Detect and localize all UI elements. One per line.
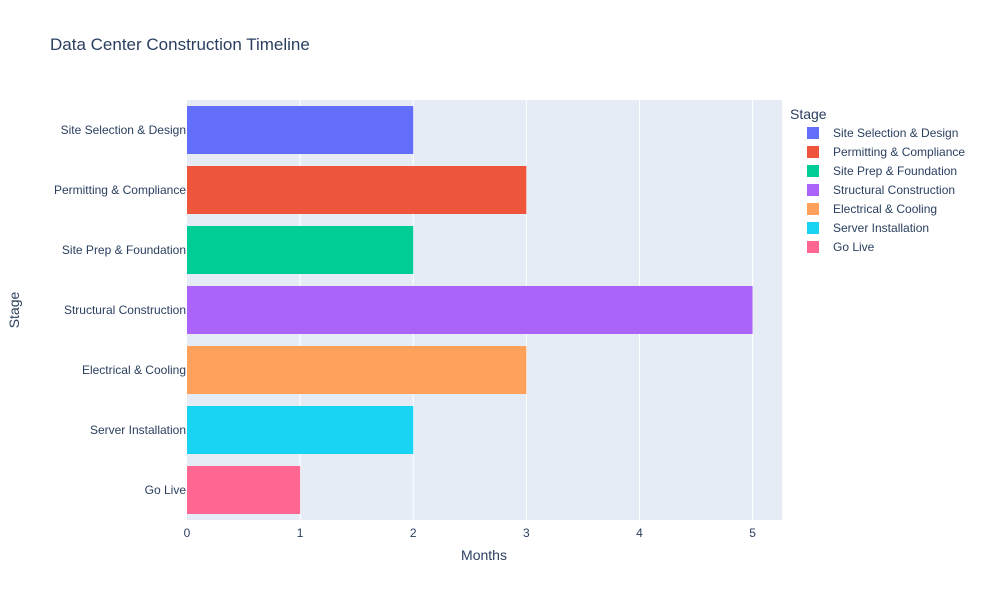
legend-swatch — [807, 146, 819, 158]
legend-item-label: Site Selection & Design — [833, 126, 958, 140]
bars — [187, 106, 753, 514]
x-tick-label: 1 — [297, 526, 304, 540]
legend-item-label: Go Live — [833, 240, 875, 254]
y-tick-label: Site Selection & Design — [61, 123, 186, 137]
legend-swatch — [807, 127, 819, 139]
legend-swatch — [807, 203, 819, 215]
y-axis-ticks: Site Selection & Design Permitting & Comp… — [54, 123, 186, 497]
y-tick-label: Permitting & Compliance — [54, 183, 186, 197]
x-tick-label: 0 — [184, 526, 191, 540]
bar — [187, 466, 301, 514]
x-tick-label: 2 — [410, 526, 417, 540]
x-axis-title: Months — [461, 547, 507, 563]
legend-swatch — [807, 241, 819, 253]
y-tick-label: Go Live — [145, 483, 187, 497]
legend-title: Stage — [790, 106, 827, 122]
legend-item-label: Permitting & Compliance — [833, 145, 965, 159]
legend-swatch — [807, 165, 819, 177]
x-axis-ticks: 0 1 2 3 4 5 — [184, 526, 757, 540]
bar — [187, 286, 753, 334]
y-tick-label: Electrical & Cooling — [82, 363, 186, 377]
legend-swatch — [807, 184, 819, 196]
bar — [187, 346, 527, 394]
bar — [187, 406, 414, 454]
bar — [187, 106, 414, 154]
x-tick-label: 4 — [636, 526, 643, 540]
legend-item-label: Site Prep & Foundation — [833, 164, 957, 178]
x-tick-label: 3 — [523, 526, 530, 540]
legend-item-label: Electrical & Cooling — [833, 202, 937, 216]
y-axis-title: Stage — [6, 291, 22, 328]
legend: Stage Site Selection & Design Permitting … — [790, 106, 965, 254]
bar — [187, 226, 414, 274]
y-tick-label: Server Installation — [90, 423, 186, 437]
x-tick-label: 5 — [749, 526, 756, 540]
legend-item-label: Structural Construction — [833, 183, 955, 197]
legend-swatch — [807, 222, 819, 234]
chart-title: Data Center Construction Timeline — [50, 35, 310, 54]
y-tick-label: Structural Construction — [64, 303, 186, 317]
legend-item-label: Server Installation — [833, 221, 929, 235]
bar — [187, 166, 527, 214]
y-tick-label: Site Prep & Foundation — [62, 243, 186, 257]
